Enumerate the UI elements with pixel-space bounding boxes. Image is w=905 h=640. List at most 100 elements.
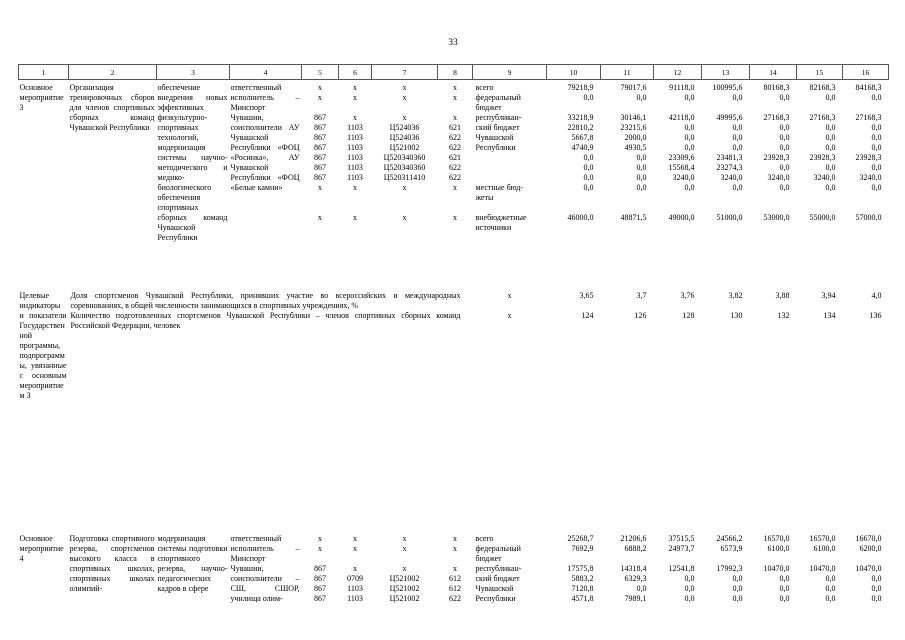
- amount-7: 0,0: [871, 123, 882, 132]
- program-budget-table: 1 2 3 4 5 6 7 8 9 10: [18, 64, 889, 604]
- activity3-budget-block: x x x x всего 79218,9 79017,6 91118,0 10…: [302, 80, 889, 289]
- section-code: 1103: [347, 133, 363, 142]
- amount-2: [601, 103, 654, 113]
- funding-source: республикан-: [475, 564, 522, 573]
- budget-line: 867 1103 Ц521002 612 Чувашской 7120,8 0,…: [302, 584, 889, 594]
- target-article-code: x: [402, 83, 407, 92]
- amount-5: [750, 203, 797, 213]
- section-code: x: [353, 113, 357, 122]
- amount-4: 51000,0: [716, 213, 743, 222]
- grbs-code: 867: [314, 143, 326, 152]
- section-code: [339, 554, 372, 564]
- amount-4: [702, 193, 750, 203]
- amount-1: 46000,0: [567, 213, 594, 222]
- target-article-code: x: [402, 544, 407, 553]
- budget-line: бюджет: [302, 103, 889, 113]
- indicator-value-5: 3,88: [775, 291, 790, 300]
- expense-type-code: x: [453, 213, 457, 222]
- target-article-code: Ц520340360: [383, 163, 426, 172]
- target-article-code: Ц524036: [389, 123, 420, 132]
- amount-2: 48871,5: [620, 213, 647, 222]
- amount-5: 0,0: [779, 93, 790, 102]
- amount-1: 79218,9: [567, 83, 594, 92]
- expense-type-code: x: [453, 534, 457, 543]
- amount-4: 0,0: [732, 584, 743, 593]
- amount-3: [654, 223, 702, 233]
- activity4-name: Подготовка спортивного резерва, спортсме…: [69, 534, 155, 593]
- target-article-code: Ц521002: [389, 143, 420, 152]
- budget-line: x x x x местные бюд- 0,0 0,0 0,0 0,0 0,0: [302, 183, 889, 193]
- funding-source: местные бюд-: [475, 183, 523, 192]
- amount-2: 4930,5: [624, 143, 647, 152]
- amount-7: 16670,0: [855, 534, 882, 543]
- column-number: 7: [371, 64, 438, 80]
- amount-1: [547, 193, 601, 203]
- activity4-executor: ответственный исполнитель – Минспорт Чув…: [230, 534, 300, 603]
- budget-line: источники: [302, 223, 889, 233]
- amount-1: 5667,8: [571, 133, 594, 142]
- amount-1: 0,0: [583, 173, 594, 182]
- budget-line: x x x x всего 79218,9 79017,6 91118,0 10…: [302, 83, 889, 93]
- column-number: 5: [301, 64, 339, 80]
- indicator-text: Доля спортсменов Чувашской Республики, п…: [70, 291, 461, 310]
- section-code: x: [353, 83, 357, 92]
- budget-lines-activity4: x x x x всего 25268,7 21206,6 37515,5 24…: [302, 534, 889, 604]
- amount-3: 3240,0: [672, 173, 695, 182]
- indicator-value-1: 3,65: [579, 291, 594, 300]
- indicator-value-6: 134: [823, 311, 836, 320]
- grbs-code: 867: [314, 163, 326, 172]
- amount-1: 4740,9: [571, 143, 594, 152]
- amount-1: 4571,8: [571, 594, 594, 603]
- amount-1: [547, 554, 601, 564]
- amount-2: 14318,4: [620, 564, 647, 573]
- section-code: x: [353, 544, 357, 553]
- activity3-label: Основное мероприятие 3: [19, 83, 64, 112]
- amount-4: 49995,6: [716, 113, 743, 122]
- amount-5: 27168,3: [763, 113, 790, 122]
- funding-source: [473, 203, 547, 213]
- budget-line: x x x x федеральный 0,0 0,0 0,0 0,0 0,0: [302, 93, 889, 103]
- amount-3: [654, 554, 702, 564]
- amount-7: [843, 103, 889, 113]
- amount-3: 42118,0: [668, 113, 695, 122]
- amount-1: 7120,8: [571, 584, 594, 593]
- section-code: 0709: [347, 574, 363, 583]
- amount-6: 0,0: [825, 574, 836, 583]
- amount-3: 15568,4: [668, 163, 695, 172]
- amount-3: 0,0: [684, 133, 695, 142]
- amount-5: 23928,3: [763, 153, 790, 162]
- column-number: 2: [68, 64, 157, 80]
- amount-2: [601, 203, 654, 213]
- amount-2: 0,0: [636, 584, 647, 593]
- amount-2: 23215,6: [620, 123, 647, 132]
- section-code: 1103: [347, 123, 363, 132]
- indicator-value-3: 128: [682, 311, 695, 320]
- amount-5: 0,0: [779, 574, 790, 583]
- amount-3: 0,0: [684, 574, 695, 583]
- amount-6: 16570,0: [809, 534, 836, 543]
- target-article-code: x: [402, 213, 407, 222]
- section-code: 1103: [347, 584, 363, 593]
- activity3-executor: ответственный исполнитель – Минспорт Чув…: [230, 83, 300, 192]
- activity3-task: обеспечение внедрения новых эффективных …: [157, 83, 228, 242]
- target-article-code: [372, 103, 438, 113]
- amount-2: 0,0: [636, 153, 647, 162]
- budget-line: бюджет: [302, 554, 889, 564]
- section-code: [339, 203, 372, 213]
- amount-5: [750, 554, 797, 564]
- budget-line: [302, 203, 889, 213]
- amount-4: 100995,6: [712, 83, 743, 92]
- amount-3: 0,0: [684, 93, 695, 102]
- amount-4: 0,0: [732, 93, 743, 102]
- funding-source: [473, 153, 547, 163]
- amount-4: [702, 203, 750, 213]
- indicator-value-2: 126: [634, 311, 647, 320]
- amount-1: 22810,2: [567, 123, 594, 132]
- grbs-code: x: [318, 213, 322, 222]
- column-number: 11: [600, 64, 654, 80]
- amount-2: 21206,6: [620, 534, 647, 543]
- amount-6: 27168,3: [809, 113, 836, 122]
- indicator-value-1: 124: [581, 311, 594, 320]
- expense-type-code: x: [453, 113, 457, 122]
- amount-6: 0,0: [825, 133, 836, 142]
